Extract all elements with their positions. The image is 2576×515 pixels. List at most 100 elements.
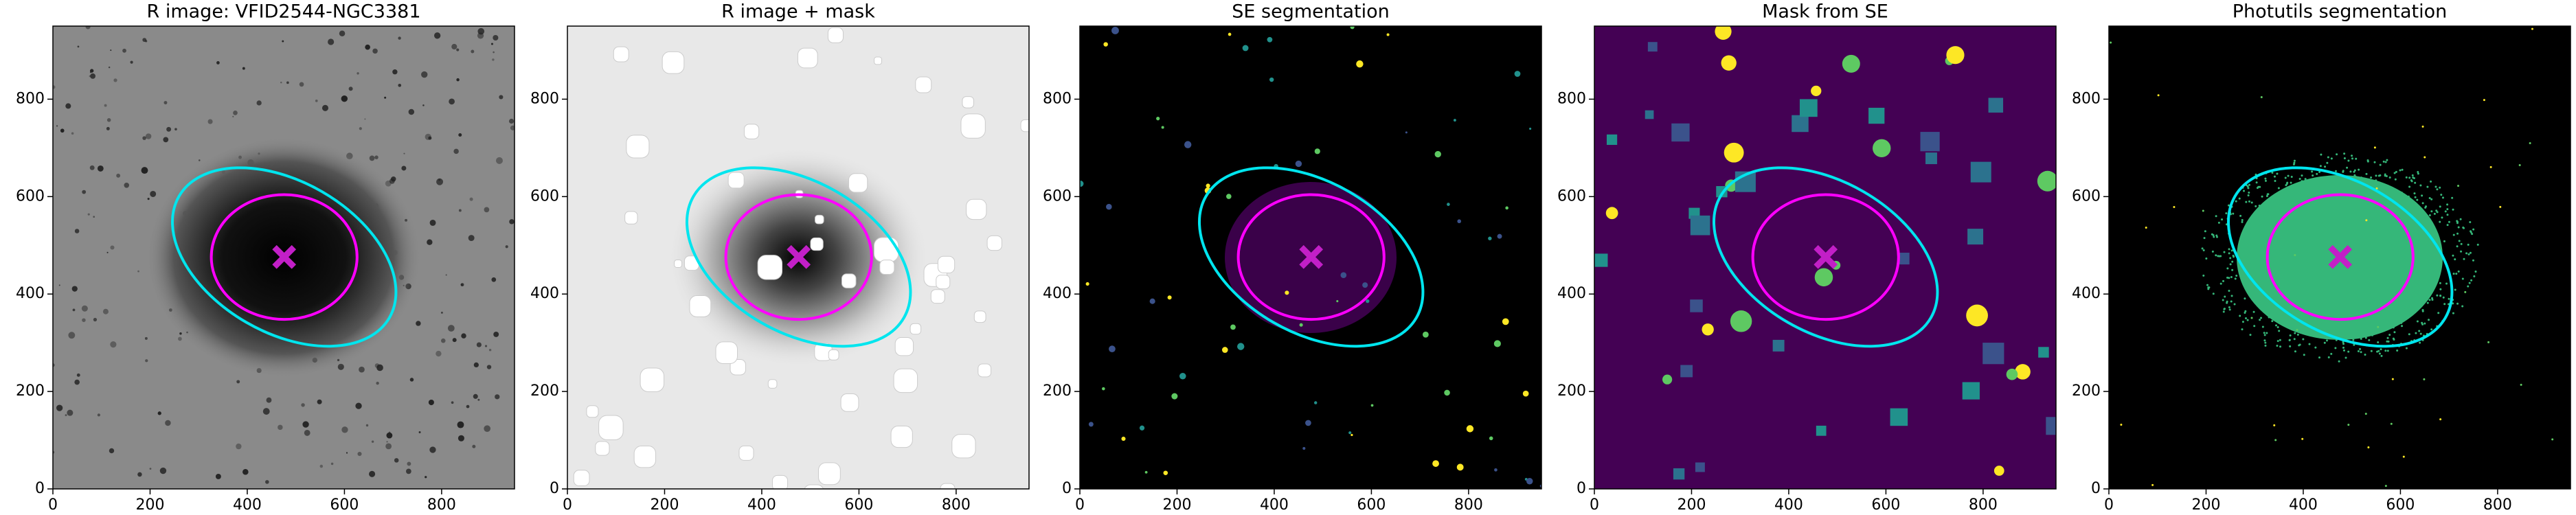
star [106,251,109,253]
mask-blob [1799,99,1818,117]
mask-blob [848,173,868,193]
mask-blob [841,273,857,288]
star [490,43,493,45]
segment [2391,378,2394,380]
segment-noise [2225,212,2228,215]
star [286,81,289,84]
star [466,404,470,409]
segment-noise [2273,175,2276,178]
segment-noise [2405,176,2408,179]
segment [2520,383,2522,386]
star [422,104,425,106]
star [476,342,482,347]
segment-noise [2441,216,2443,219]
segment [1102,387,1105,391]
mask-blob [1715,26,1732,40]
y-tick-label: 800 [2072,90,2101,107]
star [493,34,499,41]
segment-noise [2226,267,2229,270]
segment [1106,203,1112,210]
mask-blob [890,425,913,448]
segment-noise [2460,242,2463,245]
star [374,155,379,159]
mask-blob [879,260,895,275]
segment-noise [2433,212,2436,215]
star [233,111,238,115]
segment-noise [2452,254,2454,257]
star [330,462,334,466]
segment-noise [2264,341,2267,344]
mask-blob [894,336,914,356]
segment [1088,422,1094,427]
segment [1161,126,1164,129]
segment-noise [2293,159,2296,162]
segment-noise [2419,332,2422,335]
star [157,411,161,415]
mask-blob [873,237,899,262]
image-panel [53,26,515,489]
segment-noise [2393,172,2396,174]
segment-noise [2445,282,2448,285]
segment-noise [2424,322,2426,325]
segment-noise [2263,339,2266,342]
mask-blob [1690,215,1710,236]
x-tick-label: 0 [2104,496,2114,514]
segment-noise [2366,159,2369,162]
segment-noise [2204,230,2206,233]
y-tick-label: 400 [530,285,559,302]
segment-noise [2448,303,2450,306]
segment-noise [2360,337,2362,340]
mask-blob [640,367,665,393]
segment-noise [2414,181,2417,184]
segment-noise [2342,170,2345,172]
segment-noise [2238,197,2241,200]
star [339,30,346,36]
mask-blob [1925,152,1937,165]
mask-blob [1842,54,1860,73]
star [319,464,324,468]
aperture-ellipse [1236,193,1386,321]
star [458,133,462,137]
star [493,332,499,337]
star [392,69,398,75]
segment-noise [2250,201,2253,204]
segment-noise [2430,328,2433,331]
star [163,101,168,105]
x-tick-label: 0 [48,496,58,514]
segment [1493,340,1501,347]
segment-noise [2234,277,2237,280]
mask-blob [1946,46,1965,65]
segment [1356,60,1364,68]
mask-blob [978,363,992,378]
star [93,216,95,218]
segment-noise [2439,282,2441,284]
segment-noise [2417,172,2419,175]
segment [1453,119,1456,122]
segment [1228,32,1232,36]
mask-blob [633,445,656,468]
segment-noise [2469,220,2472,223]
mask-blob [1970,161,1991,183]
segment-noise [2235,274,2238,277]
star [256,100,262,106]
segment-noise [2276,172,2279,175]
star [124,182,130,188]
mask-blob [1662,374,1673,385]
segment-noise [2395,170,2397,173]
segment-noise [2463,227,2465,229]
star [174,128,177,130]
segment-noise [2419,341,2421,344]
star [71,132,74,135]
star [403,152,405,154]
center-marker [272,244,297,269]
star [89,165,95,170]
axes-frame [52,25,515,490]
segment-noise [2232,212,2235,215]
segment-noise [2326,161,2329,164]
segment-noise [2227,204,2230,207]
segment [1529,127,1532,130]
segment [2531,27,2533,30]
segment-noise [2267,193,2270,196]
segment [1457,219,1462,224]
star [87,213,90,216]
